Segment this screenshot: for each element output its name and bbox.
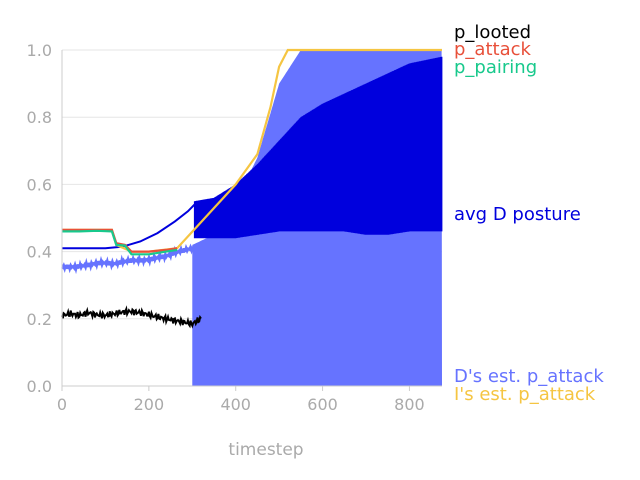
y-tick-labels: 0.0 0.2 0.4 0.6 0.8 1.0 [27, 41, 52, 396]
series-label-p-attack: p_attack [454, 39, 531, 60]
y-tick-label: 0.8 [27, 108, 52, 127]
series-label-d-s-est-p-attack: D's est. p_attack [454, 366, 604, 387]
axes [61, 50, 442, 387]
series-line-p-looted [61, 305, 202, 329]
series-line-p-attack [62, 228, 178, 253]
y-tick-label: 0.4 [27, 243, 52, 262]
x-tick-label: 200 [134, 395, 165, 414]
x-tick-label: 800 [394, 395, 425, 414]
series-label-avg-d-posture: avg D posture [454, 204, 581, 225]
x-tick-label: 0 [57, 395, 67, 414]
series-line-d-est-p-attack [61, 243, 194, 275]
y-tick-label: 0.2 [27, 310, 52, 329]
series-lines [61, 48, 443, 329]
x-axis-title: timestep [228, 440, 303, 460]
x-tick-label: 600 [307, 395, 338, 414]
series-line-p-pairing [62, 229, 178, 256]
y-tick-label: 1.0 [27, 41, 52, 60]
series-band-avg-d-posture [193, 56, 443, 239]
series-label-i-s-est-p-attack: I's est. p_attack [454, 384, 596, 405]
x-tick-labels: 0 200 400 600 800 [57, 386, 425, 414]
series-label-p-looted: p_looted [454, 22, 531, 43]
x-tick-label: 400 [220, 395, 251, 414]
series-label-p-pairing: p_pairing [454, 57, 537, 78]
y-tick-label: 0.0 [27, 377, 52, 396]
y-tick-label: 0.6 [27, 175, 52, 194]
series-line-avg-d-posture [62, 203, 196, 250]
